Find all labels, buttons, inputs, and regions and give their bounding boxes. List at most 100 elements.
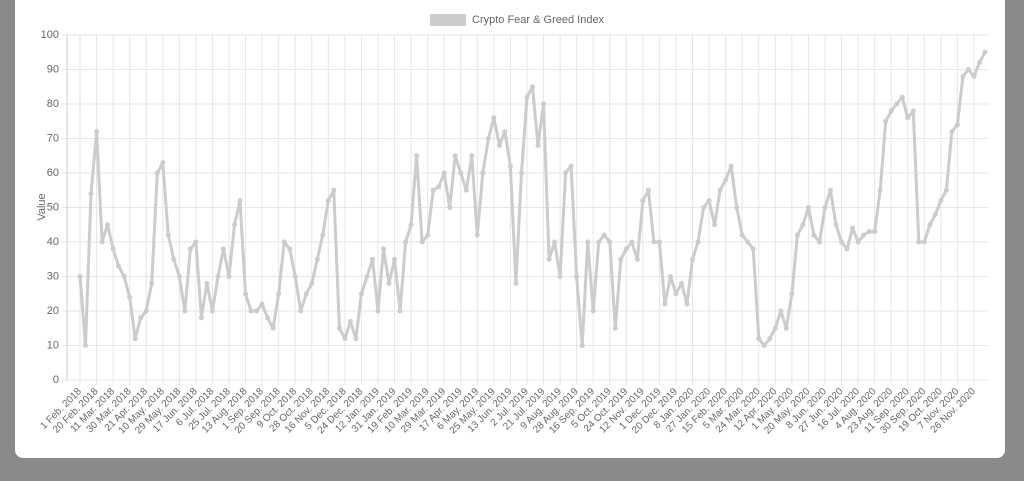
data-point	[160, 160, 166, 166]
data-point	[839, 239, 845, 245]
data-point	[325, 198, 331, 204]
data-point	[226, 274, 232, 279]
data-point	[789, 291, 795, 297]
data-point	[717, 187, 723, 193]
data-point	[187, 246, 193, 252]
y-tick-label: 0	[53, 374, 59, 386]
data-point	[441, 170, 447, 176]
y-tick-label: 50	[47, 201, 59, 213]
data-point	[182, 308, 188, 314]
data-point	[695, 239, 701, 245]
y-tick-label: 10	[47, 339, 59, 351]
data-point	[143, 308, 149, 314]
data-point	[982, 49, 988, 55]
data-point	[209, 308, 215, 314]
data-point	[474, 232, 480, 238]
data-point	[248, 308, 254, 314]
data-point	[237, 198, 243, 204]
data-point	[469, 153, 475, 159]
data-point	[618, 256, 624, 262]
data-point	[193, 239, 199, 245]
y-tick-label: 30	[47, 270, 59, 282]
data-point	[331, 187, 337, 193]
data-point	[386, 280, 392, 286]
data-point	[579, 343, 585, 348]
data-point	[94, 129, 100, 135]
data-point	[392, 256, 398, 262]
data-point	[667, 274, 673, 279]
y-tick-label: 70	[47, 132, 59, 144]
data-point	[596, 239, 602, 245]
data-point	[960, 73, 966, 79]
data-point	[612, 325, 618, 331]
data-point	[634, 256, 640, 262]
data-point	[403, 239, 409, 245]
data-point	[320, 232, 326, 238]
data-point	[458, 170, 464, 176]
y-tick-label: 80	[47, 98, 59, 110]
data-point	[358, 291, 364, 297]
data-point	[954, 122, 960, 128]
data-point	[585, 239, 591, 245]
data-point	[198, 315, 204, 321]
data-point	[844, 246, 850, 252]
data-point	[110, 246, 116, 252]
data-point	[220, 246, 226, 252]
data-point	[408, 222, 414, 228]
data-point	[171, 256, 177, 262]
data-point	[425, 232, 431, 238]
data-point	[656, 239, 662, 245]
data-point	[805, 205, 811, 210]
data-point	[850, 225, 856, 231]
data-point	[276, 291, 282, 297]
data-point	[706, 198, 712, 204]
data-point	[927, 222, 933, 228]
data-point	[590, 308, 596, 314]
data-point	[712, 222, 718, 228]
data-point	[298, 308, 304, 314]
data-point	[518, 170, 524, 176]
data-point	[347, 318, 353, 324]
legend-swatch[interactable]	[430, 14, 466, 26]
data-point	[563, 170, 569, 176]
data-point	[485, 136, 491, 141]
data-point	[678, 280, 684, 286]
data-point	[723, 177, 729, 183]
y-tick-label: 100	[41, 29, 59, 41]
legend-label[interactable]: Crypto Fear & Greed Index	[472, 14, 605, 26]
data-point	[756, 336, 762, 342]
data-point	[259, 301, 265, 307]
data-point	[121, 274, 127, 279]
data-point	[364, 274, 370, 279]
data-point	[491, 115, 497, 121]
data-point	[353, 336, 359, 342]
data-point	[976, 60, 982, 66]
data-line	[78, 51, 987, 347]
data-point	[767, 336, 773, 342]
data-point	[800, 222, 806, 228]
data-point	[381, 246, 387, 252]
data-point	[673, 291, 679, 297]
data-point	[855, 239, 861, 245]
data-point	[507, 163, 513, 169]
data-point	[303, 291, 309, 297]
data-point	[535, 142, 541, 148]
data-point	[607, 239, 613, 245]
data-point	[822, 205, 828, 210]
data-point	[270, 325, 276, 331]
data-point	[165, 232, 171, 238]
data-point	[601, 232, 607, 238]
data-point	[750, 246, 756, 252]
data-point	[541, 101, 547, 107]
data-point	[772, 325, 778, 331]
data-point	[77, 274, 83, 279]
data-point	[215, 274, 221, 279]
data-point	[254, 308, 260, 314]
data-point	[463, 187, 469, 193]
data-point	[524, 94, 530, 100]
data-point	[883, 118, 889, 124]
data-point	[176, 274, 182, 279]
data-point	[552, 239, 558, 245]
data-point	[375, 308, 381, 314]
